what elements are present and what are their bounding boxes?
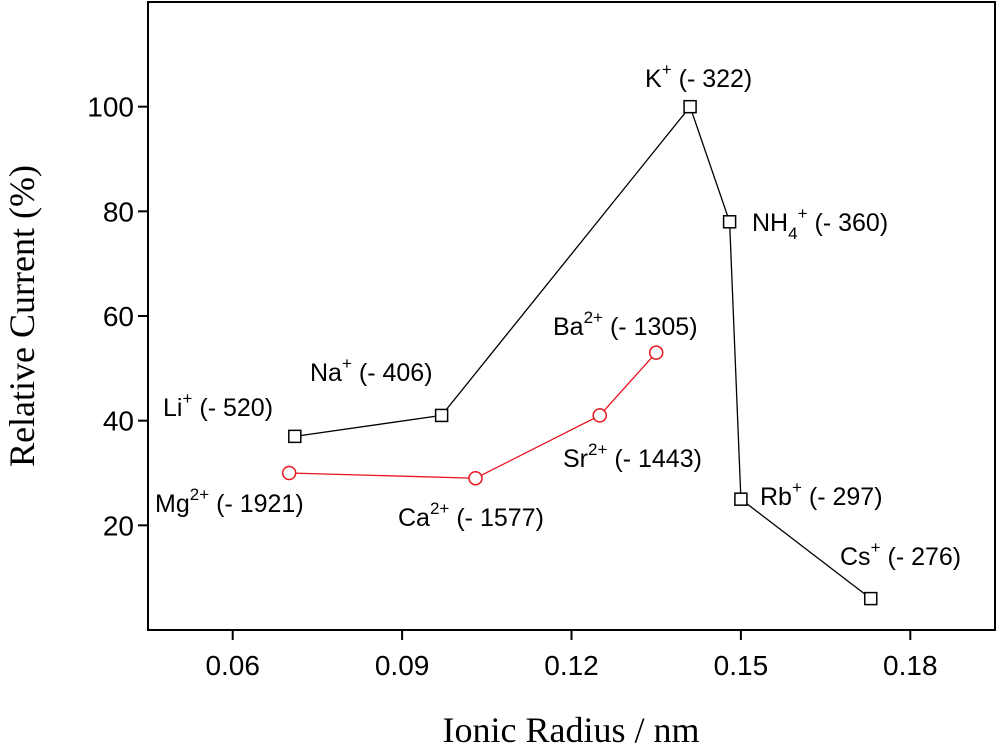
ion-note: (- 276): [888, 543, 962, 571]
marker: [734, 492, 748, 506]
ion-symbol: Li: [163, 394, 182, 422]
ion-note: (- 322): [679, 65, 753, 93]
ion-subscript: 4: [788, 224, 797, 243]
x-tick-label: 0.18: [883, 650, 938, 681]
ion-note: (- 1305): [610, 313, 698, 341]
marker: [592, 408, 607, 423]
marker: [288, 429, 302, 444]
point-label: K+ (- 322): [645, 60, 752, 93]
ion-symbol: Rb: [760, 483, 792, 511]
ion-charge: 2+: [190, 485, 209, 504]
ion-note: (- 1921): [216, 490, 304, 518]
ion-symbol: Sr: [563, 445, 588, 473]
ion-charge: 2+: [584, 308, 603, 327]
marker: [648, 345, 664, 360]
ion-symbol: Ca: [398, 504, 430, 532]
ion-symbol: K: [645, 65, 662, 93]
ion-note: (- 1443): [614, 445, 702, 473]
x-tick-label: 0.12: [544, 650, 599, 681]
ion-charge: 2+: [588, 440, 607, 459]
point-label: Na+ (- 406): [310, 354, 433, 387]
ion-symbol: Ba: [553, 313, 584, 341]
marker: [468, 470, 483, 486]
ion-charge: +: [798, 204, 808, 223]
y-tick-label: 20: [103, 510, 134, 541]
y-axis-label: Relative Current (%): [2, 165, 42, 467]
ion-note: (- 297): [809, 483, 883, 511]
ion-note: (- 360): [815, 209, 889, 237]
point-label: NH4+ (- 360): [752, 204, 888, 243]
x-tick-label: 0.09: [375, 650, 430, 681]
ion-charge: +: [342, 354, 352, 373]
y-tick-label: 60: [103, 301, 134, 332]
point-label: Rb+ (- 297): [760, 478, 883, 511]
marker: [281, 465, 297, 481]
x-tick-label: 0.15: [714, 650, 769, 681]
ion-charge: 2+: [430, 499, 449, 518]
ion-note: (- 520): [199, 394, 273, 422]
series-line: [289, 352, 657, 479]
y-tick-label: 100: [87, 92, 134, 123]
ion-symbol: Mg: [155, 490, 190, 518]
point-label: Ba2+ (- 1305): [553, 308, 698, 341]
ion-charge: +: [871, 538, 881, 557]
ion-symbol: Na: [310, 359, 342, 387]
point-label: Sr2+ (- 1443): [563, 440, 702, 473]
point-label: Cs+ (- 276): [840, 538, 961, 571]
marker: [683, 99, 697, 114]
series-line: [294, 105, 872, 600]
x-tick-label: 0.06: [205, 650, 260, 681]
point-label: Li+ (- 520): [163, 389, 273, 422]
y-tick-label: 80: [103, 196, 134, 227]
x-axis-label: Ionic Radius / nm: [443, 710, 700, 750]
y-tick-label: 40: [103, 406, 134, 437]
ion-charge: +: [662, 60, 672, 79]
marker: [434, 408, 449, 423]
point-label: Ca2+ (- 1577): [398, 499, 544, 532]
ion-symbol: NH: [752, 209, 788, 237]
ion-charge: +: [182, 389, 192, 408]
ion-note: (- 1577): [456, 504, 544, 532]
ion-symbol: Cs: [840, 543, 871, 571]
ion-note: (- 406): [359, 359, 433, 387]
point-label: Mg2+ (- 1921): [155, 485, 304, 518]
marker: [722, 215, 737, 229]
marker: [864, 591, 878, 606]
ion-charge: +: [792, 478, 802, 497]
